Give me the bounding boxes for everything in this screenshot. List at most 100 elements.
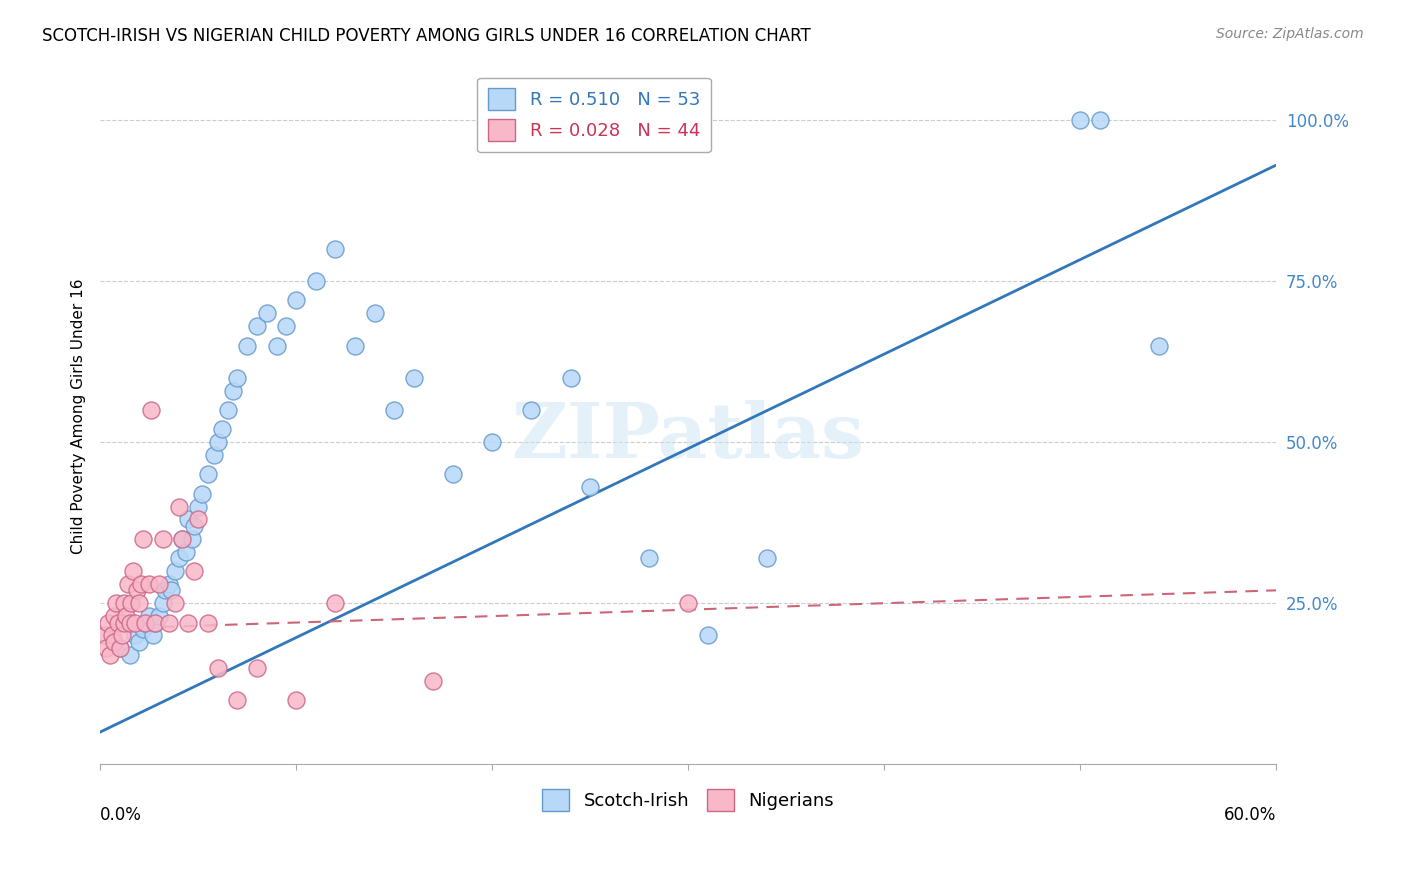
Point [124, 615, 146, 630]
Point [226, 693, 249, 707]
Point [323, 242, 346, 256]
Point [157, 615, 180, 630]
Point [305, 274, 328, 288]
Point [183, 564, 205, 578]
Point [183, 519, 205, 533]
Point [103, 635, 125, 649]
Point [129, 577, 152, 591]
Point [246, 660, 269, 674]
Point [422, 673, 444, 688]
Point [256, 306, 278, 320]
Point [246, 319, 269, 334]
Point [108, 641, 131, 656]
Text: 0.0%: 0.0% [100, 806, 142, 824]
Point [285, 293, 308, 308]
Legend: Scotch-Irish, Nigerians: Scotch-Irish, Nigerians [534, 781, 842, 818]
Point [98, 648, 121, 662]
Point [138, 577, 160, 591]
Point [207, 435, 229, 450]
Point [138, 609, 160, 624]
Point [638, 551, 661, 566]
Point [172, 532, 194, 546]
Point [285, 693, 308, 707]
Point [127, 583, 149, 598]
Point [143, 615, 166, 630]
Point [132, 532, 155, 546]
Point [132, 622, 155, 636]
Point [481, 435, 503, 450]
Point [402, 370, 425, 384]
Point [107, 615, 129, 630]
Point [159, 583, 181, 598]
Point [226, 370, 249, 384]
Point [148, 609, 170, 624]
Point [111, 628, 134, 642]
Point [94, 641, 117, 656]
Point [236, 338, 259, 352]
Point [343, 338, 366, 352]
Point [202, 448, 225, 462]
Point [128, 635, 150, 649]
Point [93, 628, 115, 642]
Point [122, 564, 145, 578]
Point [112, 615, 135, 630]
Point [1147, 338, 1170, 352]
Point [104, 596, 127, 610]
Point [363, 306, 385, 320]
Text: 60.0%: 60.0% [1223, 806, 1277, 824]
Point [266, 338, 288, 352]
Point [187, 512, 209, 526]
Point [187, 500, 209, 514]
Point [197, 615, 219, 630]
Text: SCOTCH-IRISH VS NIGERIAN CHILD POVERTY AMONG GIRLS UNDER 16 CORRELATION CHART: SCOTCH-IRISH VS NIGERIAN CHILD POVERTY A… [42, 27, 811, 45]
Point [197, 467, 219, 482]
Point [177, 512, 200, 526]
Point [103, 609, 125, 624]
Point [176, 544, 198, 558]
Point [152, 596, 174, 610]
Point [323, 596, 346, 610]
Point [382, 403, 405, 417]
Point [441, 467, 464, 482]
Point [118, 615, 141, 630]
Point [163, 596, 186, 610]
Point [191, 486, 214, 500]
Point [134, 615, 156, 630]
Point [143, 615, 166, 630]
Point [163, 564, 186, 578]
Point [157, 577, 180, 591]
Point [676, 596, 699, 610]
Point [112, 596, 135, 610]
Point [755, 551, 778, 566]
Point [101, 628, 124, 642]
Point [167, 551, 190, 566]
Point [121, 596, 143, 610]
Text: Source: ZipAtlas.com: Source: ZipAtlas.com [1216, 27, 1364, 41]
Point [520, 403, 543, 417]
Point [128, 596, 150, 610]
Y-axis label: Child Poverty Among Girls Under 16: Child Poverty Among Girls Under 16 [72, 278, 86, 554]
Point [579, 480, 602, 494]
Point [117, 577, 139, 591]
Point [153, 583, 176, 598]
Point [139, 403, 162, 417]
Point [211, 422, 233, 436]
Point [217, 403, 239, 417]
Point [148, 577, 170, 591]
Point [142, 628, 165, 642]
Point [560, 370, 582, 384]
Point [134, 615, 156, 630]
Point [1088, 113, 1111, 128]
Point [97, 615, 120, 630]
Point [177, 615, 200, 630]
Point [114, 609, 136, 624]
Text: ZIPatlas: ZIPatlas [512, 401, 865, 475]
Point [152, 532, 174, 546]
Point [118, 648, 141, 662]
Point [172, 532, 194, 546]
Point [696, 628, 718, 642]
Point [276, 319, 298, 334]
Point [124, 628, 146, 642]
Point [108, 641, 131, 656]
Point [222, 384, 245, 398]
